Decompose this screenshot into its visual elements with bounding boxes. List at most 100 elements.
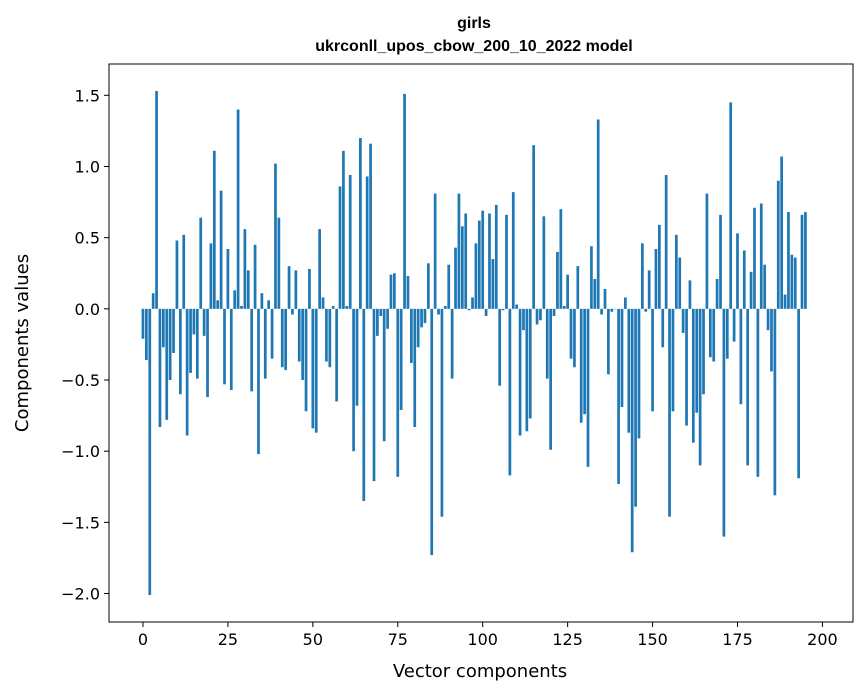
bar (413, 308, 417, 427)
bar (474, 243, 478, 309)
bar (263, 308, 267, 379)
bar (376, 308, 379, 336)
bar (437, 308, 440, 315)
bar (229, 308, 233, 390)
bar (759, 203, 763, 309)
bar (216, 300, 220, 309)
bar (583, 308, 586, 415)
bar (511, 192, 515, 309)
bar (172, 308, 175, 353)
bar (535, 308, 539, 325)
bar (393, 273, 396, 309)
bar (593, 278, 597, 309)
bar (151, 293, 155, 309)
bar (460, 226, 464, 309)
y-tick-label: −1.0 (61, 442, 100, 461)
bar (433, 193, 437, 309)
bar (603, 288, 607, 309)
bar (756, 308, 760, 477)
bar (192, 308, 196, 335)
bar (457, 193, 461, 309)
bar (477, 220, 481, 309)
bar (270, 308, 274, 359)
bar (284, 308, 288, 371)
bar (447, 264, 451, 309)
bar (243, 229, 247, 309)
bar (688, 280, 692, 309)
bar (722, 308, 726, 537)
bar (331, 305, 335, 309)
y-tick-label: −2.0 (61, 585, 100, 604)
bar (634, 308, 637, 507)
bar (396, 308, 400, 477)
bar (328, 308, 332, 368)
bar (617, 308, 620, 484)
x-tick-label: 0 (138, 630, 148, 649)
bar (372, 308, 376, 482)
x-tick-label: 50 (303, 630, 323, 649)
bar (797, 308, 800, 479)
bar (559, 209, 563, 309)
bar (423, 308, 427, 324)
bar (695, 308, 699, 413)
bar (576, 266, 580, 309)
bar (148, 308, 152, 595)
bar (355, 308, 359, 406)
bar (443, 305, 447, 309)
y-tick-label: 0.0 (75, 300, 100, 319)
bar (450, 308, 454, 379)
bar (739, 308, 743, 405)
bar (556, 251, 559, 309)
bar (729, 102, 733, 309)
bar (501, 308, 505, 311)
bar (209, 243, 213, 309)
bar (195, 308, 199, 379)
chart-title: girls (457, 15, 491, 32)
bar (715, 278, 719, 309)
bar (746, 308, 750, 466)
bar (766, 308, 770, 331)
bar (685, 308, 688, 426)
bar (647, 270, 651, 309)
bar (736, 233, 739, 309)
bar (369, 143, 372, 309)
chart-subtitle: ukrconll_upos_cbow_200_10_2022 model (315, 38, 632, 55)
bar (800, 214, 804, 309)
bar (491, 259, 495, 309)
bar (471, 297, 474, 309)
bar (464, 213, 468, 309)
bar (671, 308, 675, 412)
bar (185, 308, 189, 436)
bar (410, 308, 413, 363)
bar (742, 250, 746, 309)
x-tick-label: 125 (552, 630, 583, 649)
bar (420, 308, 423, 328)
bar (287, 266, 291, 309)
bar (352, 308, 355, 452)
bar (379, 308, 383, 316)
bar (651, 308, 654, 412)
bar (725, 308, 729, 359)
bar (749, 271, 753, 309)
bar (661, 308, 665, 348)
y-tick-label: −0.5 (61, 371, 100, 390)
bar (753, 207, 756, 309)
bar (155, 91, 158, 309)
bar (348, 175, 352, 309)
bar (522, 308, 525, 331)
bar (311, 308, 315, 429)
bar (362, 308, 366, 502)
y-axis-label: Components values (12, 254, 33, 432)
bar (430, 308, 434, 556)
bar (627, 308, 631, 433)
bar (454, 247, 457, 309)
bar (702, 308, 705, 395)
bar (607, 308, 610, 375)
bar (325, 308, 328, 362)
bar (406, 276, 410, 309)
bar (549, 308, 552, 450)
bar (787, 212, 790, 309)
y-tick-label: 1.5 (75, 86, 100, 105)
bar (708, 308, 712, 358)
bar (291, 308, 294, 315)
